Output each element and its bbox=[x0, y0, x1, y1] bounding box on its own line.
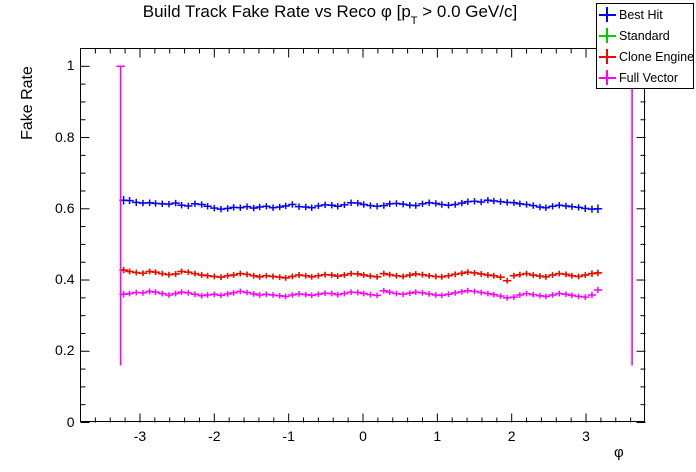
plot-title-prefix: Build Track Fake Rate vs Reco φ [p bbox=[142, 2, 411, 21]
legend-entry-clone-engine[interactable]: Clone Engine bbox=[597, 46, 695, 67]
legend-label: Best Hit bbox=[619, 7, 663, 22]
page-title: Build Track Fake Rate vs Reco φ [pT > 0.… bbox=[0, 2, 660, 28]
y-tick-label: 0 bbox=[66, 413, 75, 430]
legend-label: Clone Engine bbox=[619, 49, 695, 64]
cross-marker-icon bbox=[598, 26, 617, 45]
legend-entry-full-vector[interactable]: Full Vector bbox=[597, 67, 693, 88]
legend: Best Hit Standard Clone Engine Full Vector bbox=[596, 3, 694, 89]
x-tick-label: 1 bbox=[433, 427, 442, 444]
legend-label: Standard bbox=[619, 28, 670, 43]
y-tick-label: 0.4 bbox=[55, 271, 75, 288]
y-tick-label: 0.6 bbox=[55, 199, 75, 216]
plot-frame bbox=[80, 48, 645, 422]
cross-marker-icon bbox=[598, 68, 617, 87]
x-tick-label: -2 bbox=[208, 427, 221, 444]
y-tick-label: 0.8 bbox=[55, 128, 75, 145]
cross-marker-icon bbox=[598, 47, 617, 66]
y-tick-label: 0.2 bbox=[55, 342, 75, 359]
x-tick-label: -1 bbox=[282, 427, 295, 444]
legend-entry-standard[interactable]: Standard bbox=[597, 25, 693, 46]
x-tick-label: 2 bbox=[507, 427, 516, 444]
x-tick-label: -3 bbox=[133, 427, 147, 444]
x-axis-title: φ bbox=[614, 444, 624, 461]
x-tick-label: 3 bbox=[582, 427, 590, 444]
plot-title-subscript: T bbox=[410, 15, 418, 28]
cross-marker-icon bbox=[598, 5, 617, 24]
x-tick-label: 0 bbox=[359, 427, 367, 444]
plot-title-suffix: > 0.0 GeV/c] bbox=[417, 2, 518, 21]
legend-entry-best-hit[interactable]: Best Hit bbox=[597, 4, 693, 25]
y-tick-label: 1 bbox=[66, 57, 75, 74]
legend-label: Full Vector bbox=[619, 70, 679, 85]
